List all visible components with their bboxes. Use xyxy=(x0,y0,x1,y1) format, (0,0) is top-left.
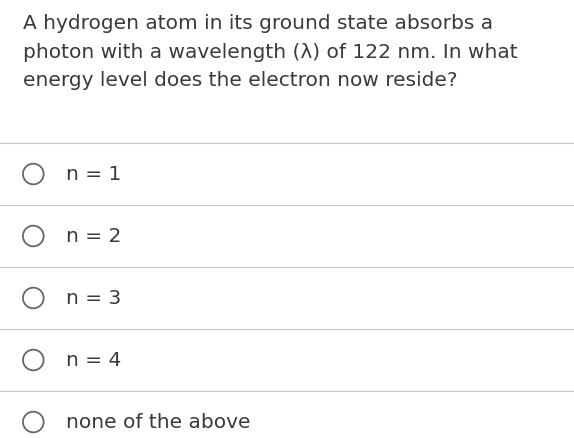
Text: none of the above: none of the above xyxy=(66,413,250,431)
Text: n = 3: n = 3 xyxy=(66,289,121,307)
Text: n = 2: n = 2 xyxy=(66,226,121,246)
Text: A hydrogen atom in its ground state absorbs a
photon with a wavelength (λ) of 12: A hydrogen atom in its ground state abso… xyxy=(23,14,518,91)
Text: n = 1: n = 1 xyxy=(66,165,121,184)
Text: n = 4: n = 4 xyxy=(66,350,121,370)
